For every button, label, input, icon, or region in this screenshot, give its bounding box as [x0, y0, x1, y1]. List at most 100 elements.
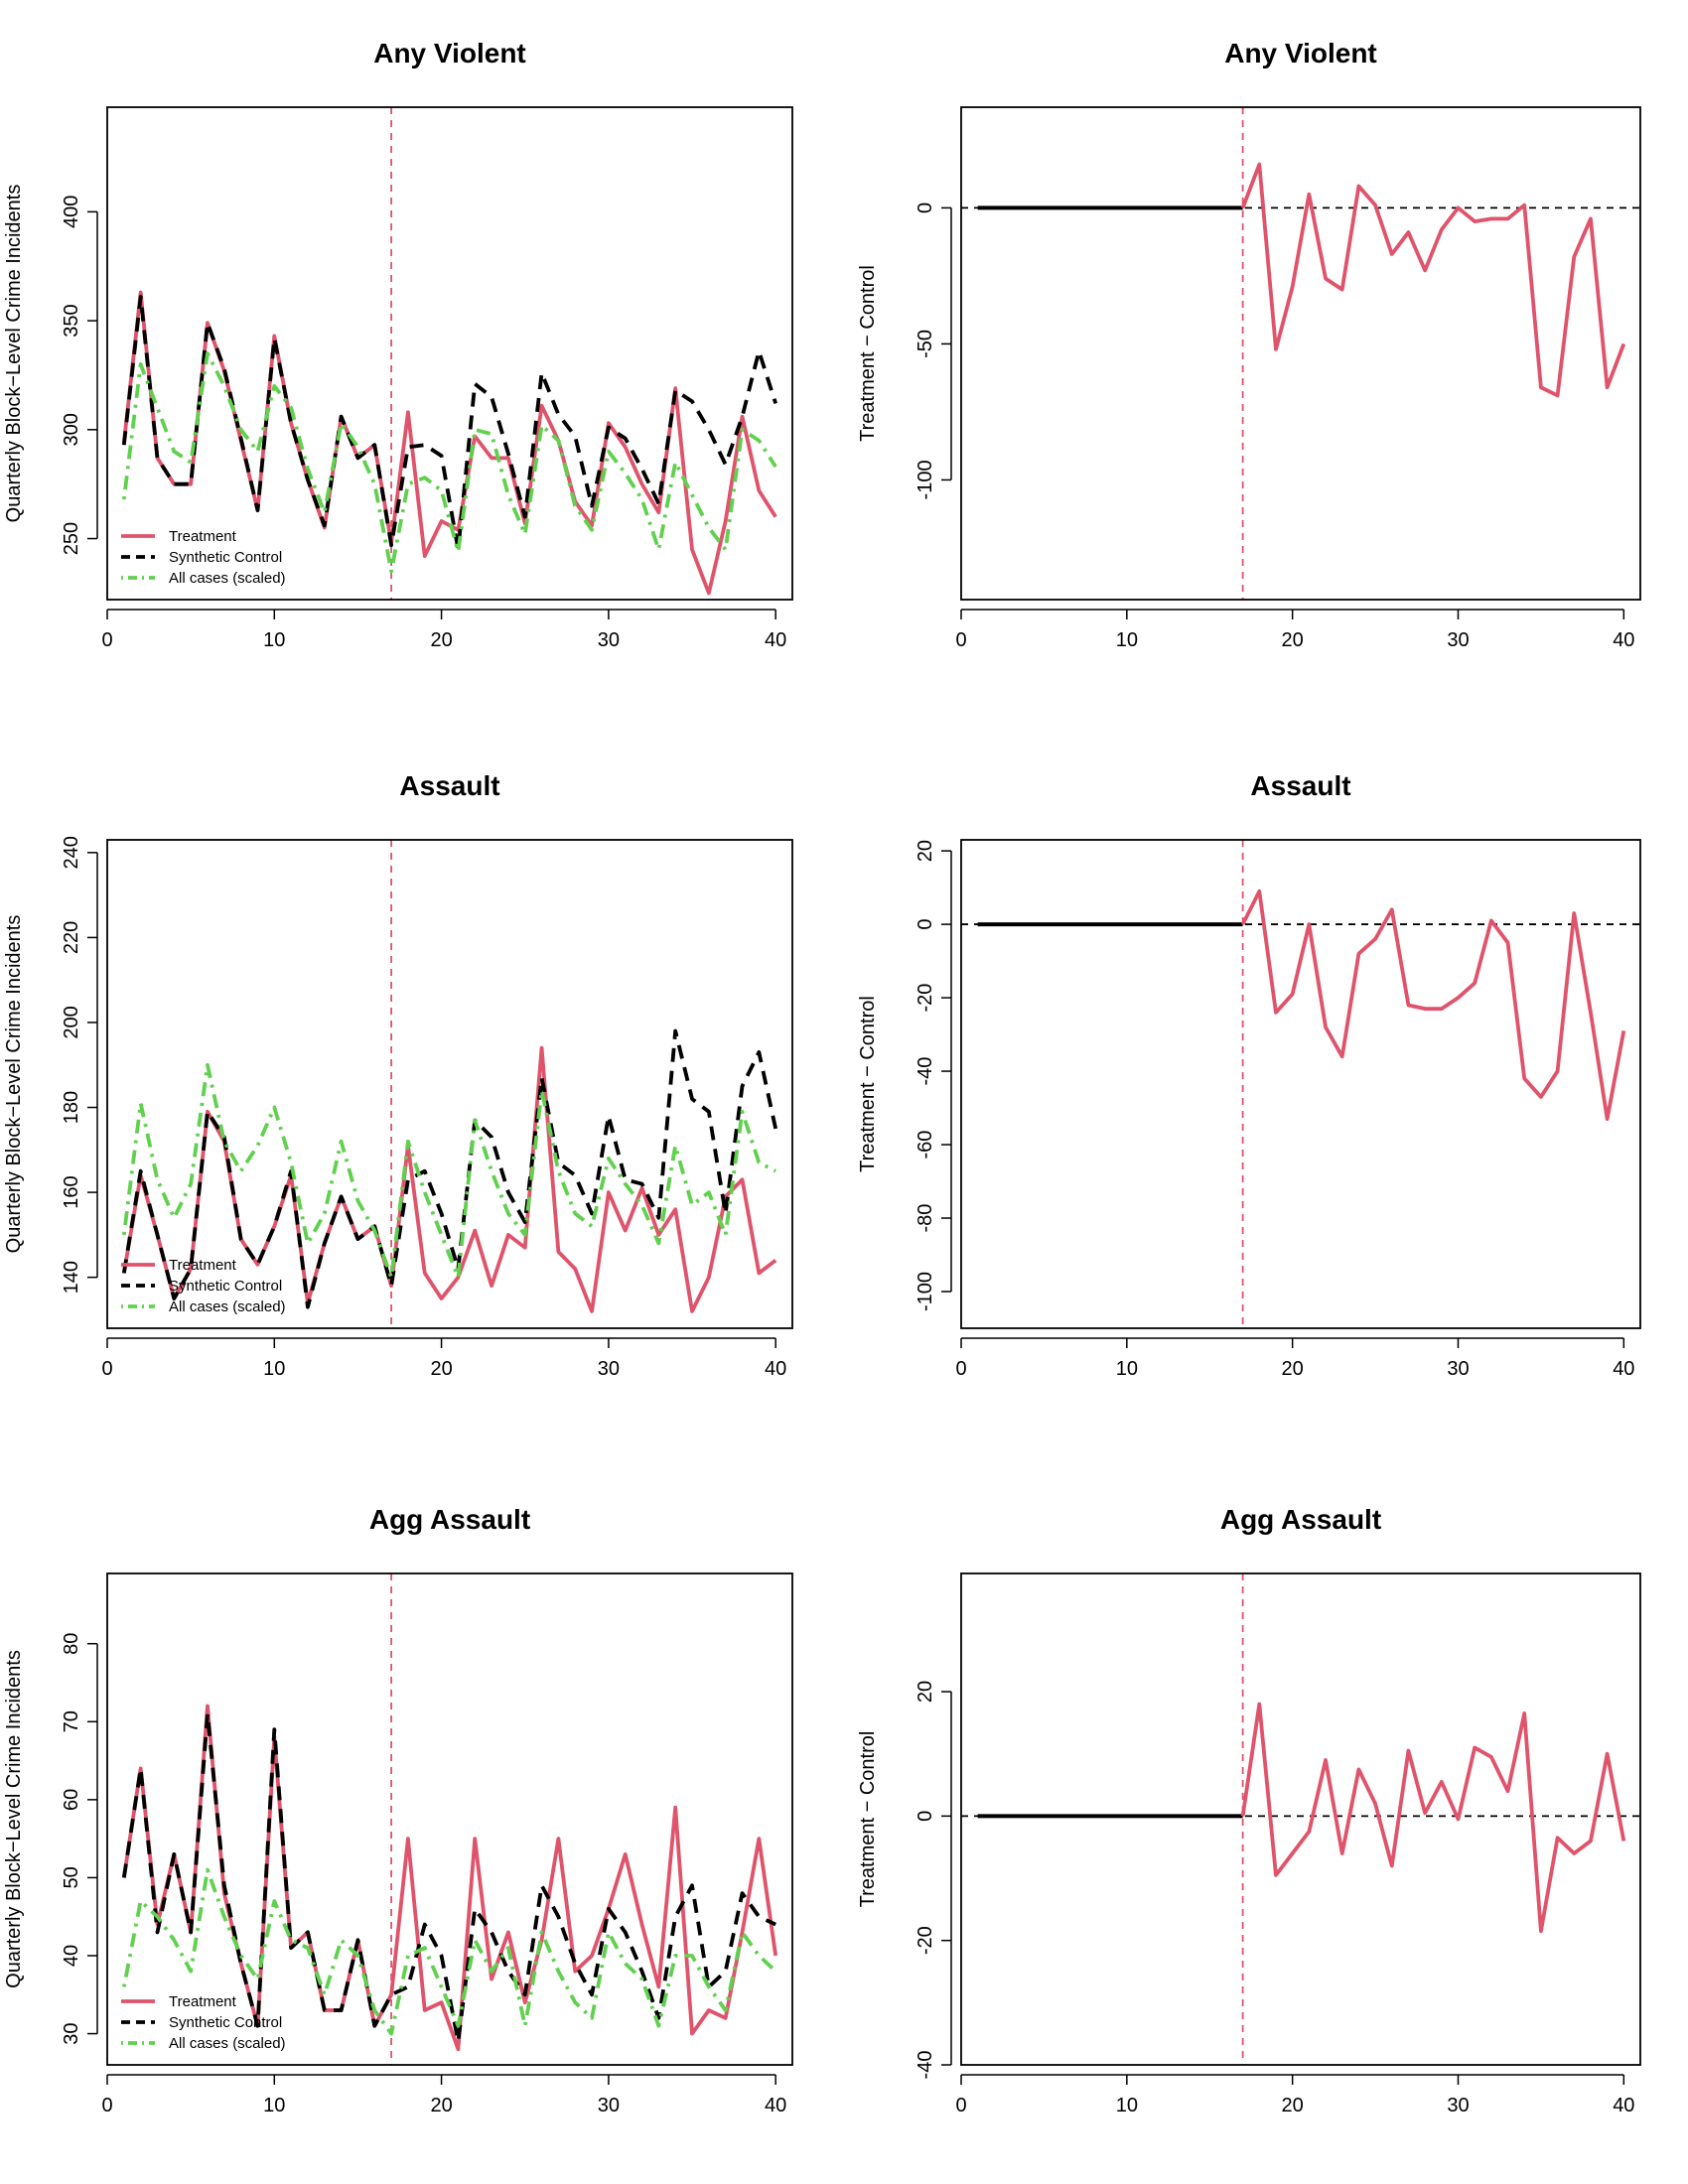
- series-line-synthetic-control: [121, 1711, 776, 2044]
- legend-label: All cases (scaled): [169, 570, 286, 587]
- y-tick-label: -100: [914, 1272, 936, 1311]
- x-tick-label: 0: [955, 2095, 966, 2116]
- y-axis: -100 -50 0: [914, 203, 952, 499]
- series-line-all-cases-scaled: [121, 351, 777, 574]
- chart-legend: Treatment Synthetic Control All cases (sca…: [121, 1993, 286, 2052]
- y-tick-label: 250: [61, 522, 82, 555]
- x-tick-label: 40: [765, 629, 786, 651]
- series-line-all-cases-scaled: [121, 1062, 777, 1280]
- y-tick-label: 200: [61, 1006, 82, 1038]
- series-line-synthetic-control: [121, 1028, 778, 1309]
- data-lines: [977, 1702, 1626, 1934]
- legend-label: Synthetic Control: [169, 1278, 282, 1295]
- y-tick-label: 50: [61, 1866, 82, 1888]
- x-tick-label: 0: [101, 1358, 112, 1380]
- x-tick-label: 10: [1116, 2095, 1138, 2116]
- y-tick-label: -60: [914, 1131, 936, 1160]
- panel-any-violent-levels: Any Violent Quarterly Block−Level Crime I…: [3, 38, 793, 651]
- data-lines: [977, 888, 1626, 1122]
- x-axis: 0 10 20 30 40: [955, 2074, 1634, 2116]
- legend-label: Treatment: [169, 1257, 237, 1274]
- panel-agg-assault-levels: Agg Assault Quarterly Block−Level Crime I…: [3, 1504, 793, 2116]
- panel-agg-assault-difference: Agg Assault Treatment − Control 0 10 20 30 40 -…: [857, 1504, 1641, 2116]
- legend-label: All cases (scaled): [169, 2035, 286, 2052]
- y-tick-label: -40: [914, 1057, 936, 1086]
- x-tick-label: 0: [101, 629, 112, 651]
- x-tick-label: 10: [263, 2095, 285, 2116]
- series-line-treatment-control: [1240, 888, 1626, 1122]
- y-axis-label: Treatment − Control: [857, 996, 879, 1172]
- x-tick-label: 30: [1447, 629, 1469, 651]
- y-axis: 30 40 50 60 70 80: [61, 1633, 98, 2045]
- data-lines: [121, 290, 777, 596]
- x-tick-label: 40: [1613, 1358, 1634, 1380]
- legend-label: Synthetic Control: [169, 2014, 282, 2031]
- y-tick-label: -20: [914, 984, 936, 1013]
- chart-legend: Treatment Synthetic Control All cases (sca…: [121, 528, 286, 587]
- y-tick-label: 0: [914, 919, 936, 930]
- y-tick-label: 20: [914, 840, 936, 862]
- y-axis: -100 -80 -60 -40 -20 0 20: [914, 840, 952, 1311]
- y-tick-label: 70: [61, 1710, 82, 1732]
- y-tick-label: 140: [61, 1261, 82, 1294]
- y-tick-label: 350: [61, 304, 82, 337]
- data-lines: [121, 1028, 778, 1313]
- x-tick-label: 20: [1282, 2095, 1304, 2116]
- x-tick-label: 20: [430, 2095, 452, 2116]
- y-tick-label: -40: [914, 2051, 936, 2080]
- y-tick-label: 400: [61, 196, 82, 228]
- y-axis-label: Quarterly Block−Level Crime Incidents: [3, 185, 25, 523]
- y-tick-label: -100: [914, 460, 936, 499]
- x-tick-label: 40: [765, 2095, 786, 2116]
- x-tick-label: 0: [955, 1358, 966, 1380]
- x-tick-label: 30: [598, 1358, 620, 1380]
- x-tick-label: 30: [598, 629, 620, 651]
- x-axis: 0 10 20 30 40: [955, 609, 1634, 651]
- plot-frame: [960, 106, 1641, 601]
- x-tick-label: 10: [1116, 1358, 1138, 1380]
- y-tick-label: 160: [61, 1175, 82, 1208]
- x-tick-label: 40: [765, 1358, 786, 1380]
- x-tick-label: 10: [263, 629, 285, 651]
- legend-label: Treatment: [169, 528, 237, 545]
- y-tick-label: 180: [61, 1091, 82, 1124]
- data-lines: [121, 1704, 778, 2052]
- y-tick-label: 30: [61, 2022, 82, 2044]
- x-tick-label: 10: [263, 1358, 285, 1380]
- legend-label: Synthetic Control: [169, 549, 282, 566]
- plot-frame: [106, 839, 793, 1329]
- chart-legend: Treatment Synthetic Control All cases (sca…: [121, 1257, 286, 1315]
- x-tick-label: 20: [430, 1358, 452, 1380]
- x-tick-label: 30: [1447, 1358, 1469, 1380]
- data-lines: [977, 162, 1626, 398]
- y-tick-label: 0: [914, 1811, 936, 1822]
- x-tick-label: 20: [430, 629, 452, 651]
- x-tick-label: 20: [1282, 629, 1304, 651]
- chart-title: Agg Assault: [1220, 1504, 1381, 1535]
- x-tick-label: 30: [598, 2095, 620, 2116]
- legend-label: All cases (scaled): [169, 1298, 286, 1315]
- chart-title: Any Violent: [1224, 38, 1377, 68]
- x-tick-label: 40: [1613, 629, 1634, 651]
- y-axis-label: Treatment − Control: [857, 265, 879, 442]
- y-axis: 250 300 350 400: [61, 196, 98, 555]
- y-tick-label: 240: [61, 836, 82, 869]
- y-tick-label: 40: [61, 1945, 82, 1967]
- y-tick-label: -80: [914, 1204, 936, 1233]
- y-tick-label: 80: [61, 1633, 82, 1655]
- y-tick-label: 0: [914, 203, 936, 213]
- plot-frame: [960, 839, 1641, 1329]
- x-tick-label: 40: [1613, 2095, 1634, 2116]
- x-axis: 0 10 20 30 40: [101, 2074, 786, 2116]
- x-tick-label: 10: [1116, 629, 1138, 651]
- y-tick-label: 300: [61, 413, 82, 446]
- x-axis: 0 10 20 30 40: [955, 1337, 1634, 1380]
- legend-label: Treatment: [169, 1993, 237, 2010]
- series-line-treatment-control: [1240, 1702, 1626, 1934]
- x-tick-label: 30: [1447, 2095, 1469, 2116]
- x-tick-label: 20: [1282, 1358, 1304, 1380]
- panel-assault-levels: Assault Quarterly Block−Level Crime Incid…: [3, 770, 793, 1380]
